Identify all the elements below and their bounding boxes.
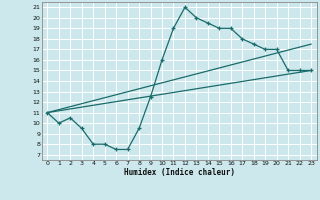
X-axis label: Humidex (Indice chaleur): Humidex (Indice chaleur) (124, 168, 235, 177)
